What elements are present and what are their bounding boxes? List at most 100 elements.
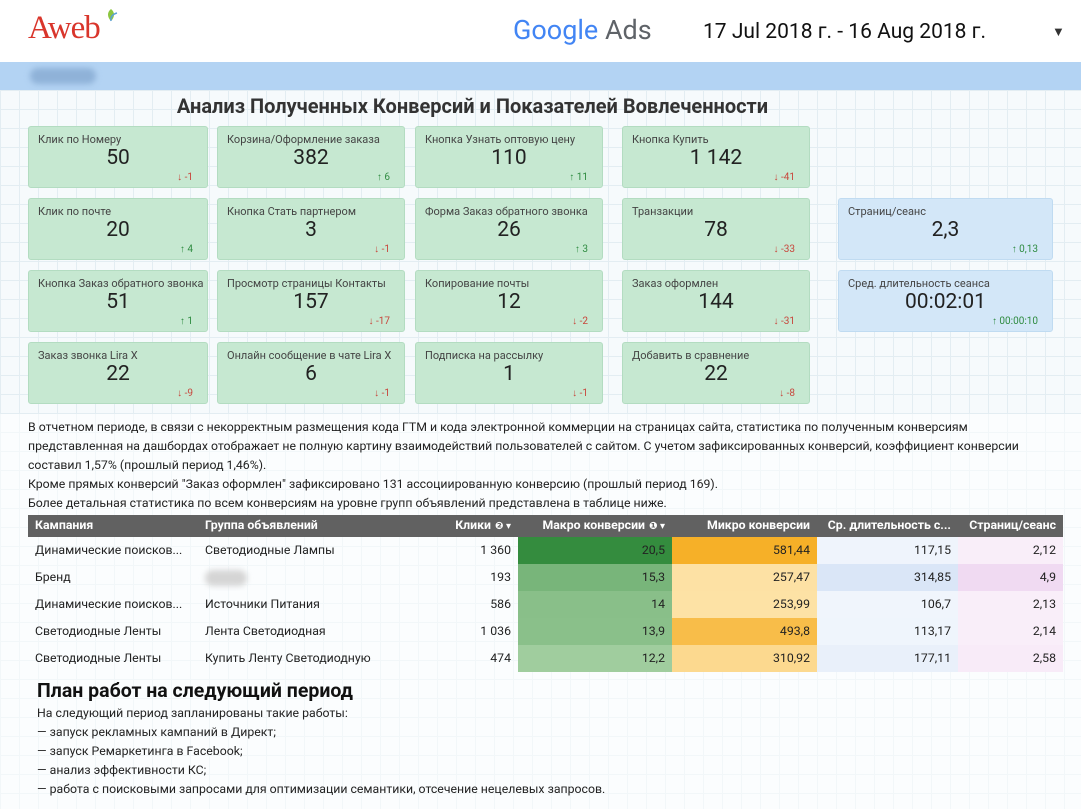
table-cell: 12,2 bbox=[518, 645, 672, 672]
table-cell: 15,3 bbox=[518, 564, 672, 591]
column-header: Кампания bbox=[28, 515, 198, 537]
metric-label: Кнопка Узнать оптовую цену bbox=[425, 133, 576, 146]
plan-title: План работ на следующий период bbox=[37, 679, 353, 702]
table-header: Кампания Группа объявлений Клики ❷ ▾ Макро к… bbox=[28, 515, 1063, 537]
metric-card: Сред. длительность сеанса 00:02:01 ↑ 00:00… bbox=[838, 270, 1053, 332]
table-cell: 581,44 bbox=[672, 537, 817, 564]
metric-label: Заказ оформлен bbox=[632, 277, 719, 290]
metric-card: Добавить в сравнение 22 ↓ -8 bbox=[622, 342, 810, 404]
metric-delta: ↑ 6 bbox=[377, 172, 390, 183]
column-header: Группа объявлений bbox=[198, 515, 436, 537]
column-header[interactable]: Клики ❷ ▾ bbox=[436, 515, 518, 537]
metric-value: 110 bbox=[491, 146, 527, 170]
table-row: Динамические поисков... Источники Питания… bbox=[28, 591, 1063, 618]
metric-card: Кнопка Купить 1 142 ↓ -41 bbox=[622, 126, 810, 188]
plan-item: — работа с поисковыми запросами для опти… bbox=[37, 783, 606, 797]
metric-label: Транзакции bbox=[632, 205, 694, 218]
column-title: Микро конверсии bbox=[707, 519, 810, 533]
column-title: Кампания bbox=[35, 519, 94, 533]
table-cell: 2,14 bbox=[958, 618, 1063, 645]
metric-value: 6 bbox=[305, 362, 317, 386]
column-header[interactable]: Макро конверсии ❶ ▾ bbox=[518, 515, 672, 537]
product-name: Google Ads bbox=[513, 14, 652, 46]
metric-delta: ↓ -33 bbox=[774, 244, 796, 255]
summary: В отчетном периоде, в связи с некорректн… bbox=[28, 419, 1053, 514]
metric-card: Транзакции 78 ↓ -33 bbox=[622, 198, 810, 260]
metric-card: Копирование почты 12 ↓ -2 bbox=[415, 270, 603, 332]
table-cell: Светодиодные Ленты bbox=[35, 651, 162, 666]
delta-value: -33 bbox=[780, 244, 795, 255]
metric-value: 3 bbox=[305, 218, 317, 242]
metric-value: 1 142 bbox=[689, 146, 743, 170]
column-title: Ср. длительность с... bbox=[827, 519, 951, 533]
logo: Aweb bbox=[28, 10, 101, 46]
delta-value: -1 bbox=[579, 388, 588, 399]
table-cell: 310,92 bbox=[672, 645, 817, 672]
table-cell: 2,13 bbox=[958, 591, 1063, 618]
delta-value: 0,13 bbox=[1019, 244, 1038, 255]
column-header: Микро конверсии bbox=[672, 515, 817, 537]
delta-value: -1 bbox=[381, 388, 390, 399]
table-cell: 106,7 bbox=[817, 591, 958, 618]
delta-arrow: ↓ bbox=[177, 172, 185, 183]
table-cell bbox=[198, 564, 436, 591]
table-cell: Светодиодные Лампы bbox=[205, 543, 335, 558]
delta-arrow: ↓ bbox=[773, 172, 781, 183]
metric-value: 22 bbox=[106, 362, 130, 386]
logo-leaf bbox=[108, 9, 118, 22]
metric-label: Кнопка Купить bbox=[632, 133, 709, 146]
table-cell: 1 360 bbox=[480, 543, 511, 558]
table-cell: 586 bbox=[490, 597, 511, 612]
delta-arrow: ↑ bbox=[1011, 244, 1020, 255]
metric-label: Клик по Номеру bbox=[38, 133, 122, 146]
metric-delta: ↑ 1 bbox=[180, 316, 193, 327]
delta-arrow: ↑ bbox=[179, 316, 188, 327]
table-cell: 193 bbox=[490, 570, 511, 585]
metric-delta: ↓ -9 bbox=[177, 388, 193, 399]
metric-delta: ↑ 0,13 bbox=[1012, 244, 1038, 255]
table-cell: 253,99 bbox=[672, 591, 817, 618]
plan-item: — запуск Ремаркетинга в Facebook; bbox=[37, 745, 243, 759]
blurred-text bbox=[30, 68, 96, 84]
metric-card: Кнопка Стать партнером 3 ↓ -1 bbox=[217, 198, 405, 260]
header-bar bbox=[0, 62, 1081, 90]
delta-arrow: ↓ bbox=[572, 316, 580, 327]
delta-arrow: ↑ bbox=[574, 244, 583, 255]
date-range[interactable]: 17 Jul 2018 г. - 16 Aug 2018 г. bbox=[703, 20, 987, 44]
table-cell: 2,12 bbox=[958, 537, 1063, 564]
delta-arrow: ↓ bbox=[773, 244, 781, 255]
metric-label: Копирование почты bbox=[425, 277, 530, 290]
delta-arrow: ↓ bbox=[368, 316, 376, 327]
metric-value: 51 bbox=[106, 290, 130, 314]
metric-value: 00:02:01 bbox=[905, 290, 986, 314]
metric-delta: ↓ -2 bbox=[572, 316, 588, 327]
table-cell: 1 036 bbox=[480, 624, 511, 639]
table-row: Бренд 193 15,3 257,47 314,85 4,9 bbox=[28, 564, 1063, 591]
table-cell: 257,47 bbox=[672, 564, 817, 591]
report-title: Анализ Полученных Конверсий и Показателе… bbox=[176, 94, 769, 118]
table-cell: 474 bbox=[490, 651, 511, 666]
summary-paragraph: В отчетном периоде, в связи с некорректн… bbox=[28, 421, 1019, 473]
delta-value: -9 bbox=[184, 388, 193, 399]
table-cell: 113,17 bbox=[817, 618, 958, 645]
table-cell: Лента Светодиодная bbox=[205, 624, 326, 639]
metric-value: 2,3 bbox=[931, 218, 960, 242]
metric-label: Онлайн сообщение в чате Lira X bbox=[227, 349, 392, 362]
delta-value: 11 bbox=[576, 172, 588, 183]
table-cell: 4,9 bbox=[958, 564, 1063, 591]
metric-delta: ↑ 11 bbox=[569, 172, 588, 183]
metric-value: 157 bbox=[293, 290, 329, 314]
date-dropdown[interactable]: ▼ bbox=[1052, 25, 1065, 40]
metric-card: Клик по почте 20 ↑ 4 bbox=[28, 198, 208, 260]
product-brand: Google bbox=[513, 14, 599, 46]
delta-value: -17 bbox=[375, 316, 390, 327]
delta-arrow: ↓ bbox=[779, 388, 787, 399]
table-row: Светодиодные Ленты Лента Светодиодная 1 03… bbox=[28, 618, 1063, 645]
delta-value: 4 bbox=[187, 244, 193, 255]
metric-value: 78 bbox=[704, 218, 728, 242]
delta-value: -41 bbox=[780, 172, 795, 183]
table-cell: Купить Ленту Светодиодную bbox=[205, 651, 371, 666]
metric-value: 50 bbox=[106, 146, 130, 170]
product-suffix: Ads bbox=[604, 14, 652, 46]
metric-card: Онлайн сообщение в чате Lira X 6 ↓ -1 bbox=[217, 342, 405, 404]
